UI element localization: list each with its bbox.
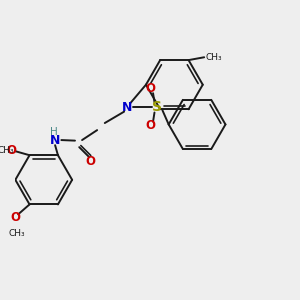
Text: O: O bbox=[6, 145, 16, 158]
Text: CH₃: CH₃ bbox=[206, 53, 222, 62]
Text: O: O bbox=[85, 155, 96, 168]
Text: O: O bbox=[10, 211, 20, 224]
Text: O: O bbox=[145, 82, 155, 95]
Text: N: N bbox=[122, 101, 133, 114]
Text: CH₃: CH₃ bbox=[8, 229, 25, 238]
Text: O: O bbox=[145, 119, 155, 132]
Text: H: H bbox=[50, 127, 58, 136]
Text: N: N bbox=[50, 134, 60, 147]
Text: S: S bbox=[152, 100, 162, 114]
Text: CH₃: CH₃ bbox=[0, 146, 14, 155]
